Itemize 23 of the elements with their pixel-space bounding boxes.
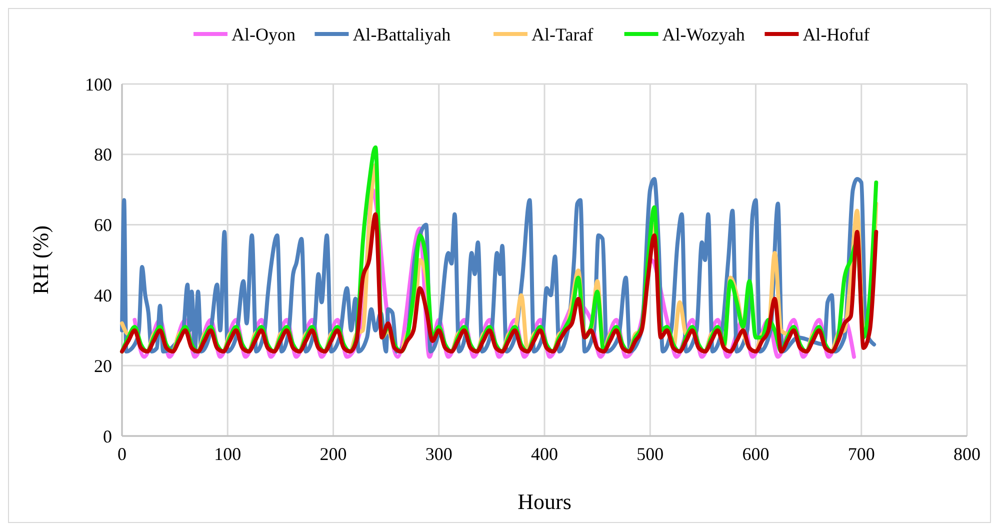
x-tick-label: 400 — [531, 444, 558, 464]
x-tick-label: 0 — [118, 444, 126, 464]
line-series — [120, 212, 878, 354]
legend-label: Al-Battaliyah — [352, 24, 451, 44]
legend-label: Al-Oyon — [232, 24, 296, 44]
y-tick-label: 100 — [85, 74, 112, 94]
legend-label: Al-Hofuf — [802, 24, 870, 44]
y-tick-label: 20 — [94, 356, 112, 376]
x-tick-label: 300 — [425, 444, 452, 464]
y-tick-label: 80 — [94, 144, 112, 165]
x-tick-label: 100 — [214, 444, 242, 464]
y-tick-label: 40 — [94, 286, 112, 306]
y-axis-title: RH (%) — [28, 225, 53, 295]
x-axis-title: Hours — [518, 489, 572, 514]
x-tick-label: 500 — [636, 444, 664, 464]
legend-label: Al-Wozyah — [662, 24, 745, 44]
x-tick-label: 700 — [848, 444, 875, 464]
x-tick-label: 600 — [742, 444, 770, 464]
y-tick-label: 0 — [103, 426, 112, 446]
y-tick-label: 60 — [94, 215, 112, 236]
legend-label: Al-Taraf — [532, 24, 594, 44]
x-tick-label: 200 — [320, 444, 347, 464]
x-tick-label: 800 — [954, 444, 980, 464]
